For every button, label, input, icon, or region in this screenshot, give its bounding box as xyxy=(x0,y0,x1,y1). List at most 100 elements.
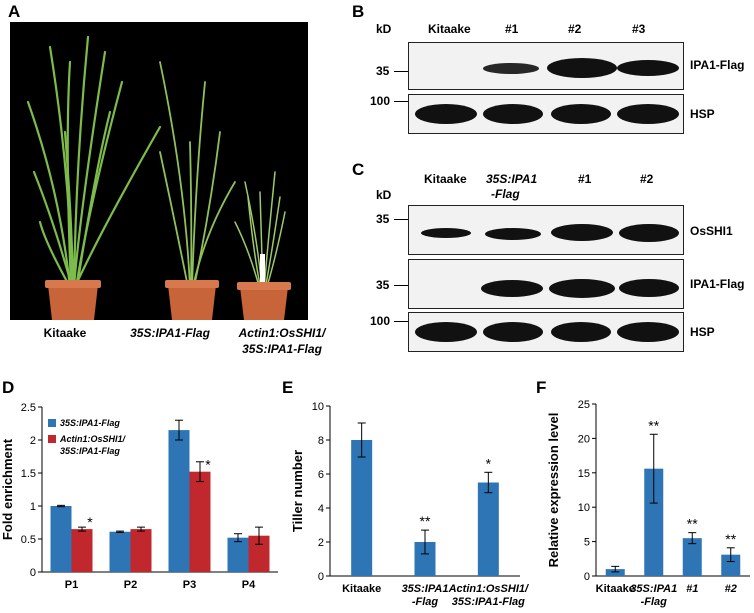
blot-b-lane-1: #1 xyxy=(505,22,519,36)
blot-band xyxy=(617,60,679,76)
chart-fold-enrichment: 0 0.5 1 1.5 2 2.5 Fold enrichment * * P1 P2 P3 P4 35S… xyxy=(0,402,278,591)
blot-c-row-ipa1: IPA1-Flag xyxy=(690,277,745,291)
x-tick-label: 35S:IPA1-Flag xyxy=(452,596,525,608)
y-tick-label: 5 xyxy=(584,537,590,549)
y-tick-label: 1.5 xyxy=(21,468,36,480)
blot-c-lane-1: #1 xyxy=(578,172,592,186)
blot-band xyxy=(483,63,539,74)
x-tick-label: Kitaake xyxy=(596,583,635,595)
significance-mark: * xyxy=(87,514,93,530)
blot-c-marker-35-b: 35 xyxy=(376,278,390,292)
bar xyxy=(130,529,152,572)
blot-c-tick-35-a xyxy=(394,219,408,220)
y-tick-label: 2.5 xyxy=(21,402,36,414)
blot-band xyxy=(617,322,679,342)
blot-band xyxy=(421,228,471,238)
blot-c-row-hsp: HSP xyxy=(690,325,715,339)
photo-caption-kitaake: Kitaake xyxy=(43,326,87,340)
bar xyxy=(477,482,499,576)
photo-caption-ipa1: 35S:IPA1-Flag xyxy=(130,326,210,340)
blot-c-kd-label: kD xyxy=(376,188,392,202)
panel-label-e: E xyxy=(282,378,294,397)
blot-b-lane-2: #2 xyxy=(568,22,582,36)
blot-band xyxy=(415,322,477,342)
blot-c-lane-ipa1-line2: -Flag xyxy=(491,187,520,201)
x-tick-label: Actin1:OsSHI1/ xyxy=(448,583,530,595)
x-tick-label: P2 xyxy=(124,579,137,591)
blot-band xyxy=(415,104,477,124)
blot-b-tick-35 xyxy=(394,71,408,72)
blot-c-lane-2: #2 xyxy=(640,172,654,186)
y-tick-label: 1 xyxy=(30,501,36,513)
blot-band xyxy=(483,322,543,342)
y-tick-label: 10 xyxy=(578,502,590,514)
blot-band xyxy=(551,104,611,124)
blot-band xyxy=(619,224,679,242)
photo-caption-shi1-line2: 35S:IPA1-Flag xyxy=(242,342,322,356)
blot-band xyxy=(481,280,543,297)
bar xyxy=(71,529,93,572)
blot-band xyxy=(619,279,679,297)
blot-c-tick-100 xyxy=(394,321,408,322)
blot-c-lane-kitaake: Kitaake xyxy=(424,172,467,186)
y-tick-label: 8 xyxy=(318,435,324,447)
blot-band xyxy=(485,228,541,240)
legend-label: Actin1:OsSHI1/ xyxy=(59,434,127,444)
x-tick-label: 35S:IPA1 xyxy=(630,583,677,595)
y-tick-label: 0 xyxy=(30,567,36,579)
y-tick-label: 0 xyxy=(584,571,590,583)
bar xyxy=(682,538,702,576)
blot-band xyxy=(547,58,617,78)
bar xyxy=(351,440,373,576)
x-tick-label: #1 xyxy=(686,583,698,595)
bar xyxy=(414,542,436,576)
y-axis-label: Tiller number xyxy=(290,450,305,532)
x-tick-label: P4 xyxy=(242,579,256,591)
y-tick-label: 15 xyxy=(578,468,590,480)
panel-label-b: B xyxy=(352,2,365,21)
y-tick-label: 0 xyxy=(318,571,324,583)
bar xyxy=(721,554,741,576)
chart-relative-expression: 0 5 10 15 20 25 Relative expression level ** ** *… xyxy=(546,399,750,608)
bar xyxy=(189,471,211,572)
significance-mark: ** xyxy=(725,531,736,547)
legend-label: 35S:IPA1-Flag xyxy=(60,418,120,428)
blot-c-hsp-strip xyxy=(408,312,684,352)
blot-band xyxy=(617,104,679,124)
bar xyxy=(644,468,664,576)
y-tick-label: 4 xyxy=(318,503,324,515)
plant-photo-drawing xyxy=(10,22,308,320)
panel-label-d: D xyxy=(2,378,15,397)
significance-mark: ** xyxy=(648,417,659,433)
blot-b-marker-35: 35 xyxy=(376,64,390,78)
blot-b-row-hsp: HSP xyxy=(690,107,715,121)
blot-b-tick-100 xyxy=(394,101,408,102)
legend-swatch xyxy=(48,419,56,427)
blot-band xyxy=(483,104,543,124)
blot-c-ipa1-strip xyxy=(408,259,684,309)
blot-band xyxy=(551,224,613,241)
panel-label-c: C xyxy=(352,160,365,179)
panel-label-f: F xyxy=(536,378,547,397)
bar xyxy=(168,430,190,572)
x-tick-label: -Flag xyxy=(641,596,668,608)
y-axis-label: Fold enrichment xyxy=(0,438,15,540)
y-tick-label: 0.5 xyxy=(21,534,36,546)
bar xyxy=(109,531,131,572)
blot-b-ipa1-strip xyxy=(408,42,684,90)
y-tick-label: 20 xyxy=(578,433,590,445)
blot-b-lane-3: #3 xyxy=(632,22,646,36)
photo-caption-shi1-line1: Actin1:OsSHI1/ xyxy=(238,326,326,340)
y-tick-label: 2 xyxy=(318,537,324,549)
legend-swatch xyxy=(48,435,56,443)
blot-c-marker-100: 100 xyxy=(370,314,391,328)
x-tick-label: P3 xyxy=(183,579,196,591)
y-tick-label: 25 xyxy=(578,399,590,411)
blot-c-osshi1-strip xyxy=(408,205,684,255)
bar xyxy=(227,537,249,572)
bar xyxy=(50,506,72,572)
y-tick-label: 2 xyxy=(30,435,36,447)
blot-band xyxy=(551,322,611,342)
plant-photo xyxy=(10,22,308,320)
